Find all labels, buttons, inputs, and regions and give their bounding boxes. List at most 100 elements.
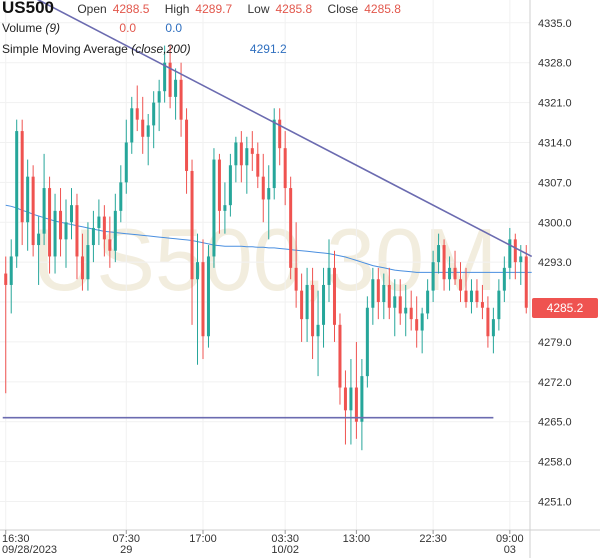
candle [234, 136, 238, 183]
candle [404, 284, 408, 337]
candle-body [272, 119, 276, 189]
candle-body [459, 279, 463, 291]
candle [31, 165, 35, 257]
candle [124, 119, 128, 194]
candle-body [519, 256, 523, 263]
candle-body [135, 108, 139, 120]
candle-body [196, 262, 200, 280]
candle [497, 279, 501, 331]
candle-body [108, 239, 112, 251]
candle [486, 296, 490, 348]
y-tick-label: 4321.0 [538, 98, 572, 110]
high-label: High [164, 2, 190, 16]
candle-body [245, 148, 249, 166]
candle-body [102, 216, 106, 240]
candle [513, 233, 517, 280]
candle [26, 159, 30, 251]
candle-body [97, 216, 101, 228]
candle [343, 370, 347, 445]
x-tick-label: 13:00 [343, 533, 371, 545]
candle-body [206, 256, 210, 337]
candle [426, 279, 430, 320]
volume-value-2: 0.0 [165, 21, 183, 35]
candle-body [448, 267, 452, 280]
sma-label: Simple Moving Average [2, 42, 128, 56]
candle [360, 359, 364, 451]
candle-body [480, 302, 484, 308]
y-tick-label: 4307.0 [538, 177, 572, 189]
candle-body [185, 119, 189, 171]
candle [508, 227, 512, 280]
candle [300, 273, 304, 342]
candle-body [163, 62, 167, 92]
candle-body [146, 125, 150, 137]
candle [376, 267, 380, 320]
candle [113, 193, 117, 263]
x-tick-sublabel: 03 [504, 544, 516, 556]
candle-body [453, 267, 457, 280]
y-tick-label: 4328.0 [538, 58, 572, 70]
candle [437, 233, 441, 274]
candle-body [37, 233, 41, 246]
candle-body [42, 188, 46, 234]
sma-value: 4291.2 [249, 42, 287, 56]
y-tick-label: 4335.0 [538, 18, 572, 30]
candle [15, 119, 19, 268]
candle-body [289, 188, 293, 268]
candle [332, 250, 336, 342]
candle-body [354, 387, 358, 422]
candle [431, 250, 435, 303]
candle-body [415, 319, 419, 331]
candle [316, 290, 320, 377]
candle [69, 188, 73, 240]
candle-body [497, 290, 501, 320]
candle-body [86, 245, 90, 280]
candle [135, 85, 139, 132]
candle [228, 153, 232, 217]
candle [168, 45, 172, 109]
candle [371, 267, 375, 325]
candle-body [250, 148, 254, 154]
candle-body [360, 376, 364, 422]
candle-body [59, 210, 63, 240]
x-tick-sublabel: 10/02 [271, 544, 299, 556]
candle-body [152, 102, 156, 126]
candle [97, 199, 101, 246]
candle-body [404, 307, 408, 314]
y-tick-label: 4265.0 [538, 417, 572, 429]
candle [42, 153, 46, 246]
candle [502, 256, 506, 303]
candle [102, 205, 106, 257]
candle-body [201, 262, 205, 337]
candle-body [239, 142, 243, 166]
candle-body [398, 296, 402, 314]
high-value: 4289.7 [195, 2, 233, 16]
candle-body [371, 279, 375, 308]
candle [267, 165, 271, 240]
y-tick-label: 4251.0 [538, 497, 572, 509]
candle-body [349, 387, 353, 411]
x-tick-label: 09:00 [496, 533, 524, 545]
candle [311, 267, 315, 360]
candle [59, 188, 63, 257]
candle [157, 79, 161, 132]
candle [48, 176, 52, 274]
candle-body [190, 170, 194, 280]
candle [278, 108, 282, 166]
candle-body [141, 119, 145, 137]
candle [64, 199, 68, 268]
candle [174, 68, 178, 120]
candle-body [426, 290, 430, 314]
x-tick-label: 07:30 [113, 533, 141, 545]
candle-body [382, 284, 386, 303]
x-tick-sublabel: 09/28/2023 [2, 544, 57, 556]
candle [245, 136, 249, 194]
candle-body [130, 108, 134, 143]
candle [387, 267, 391, 320]
candle-body [113, 210, 117, 251]
candle [294, 222, 298, 308]
candle-body [486, 307, 490, 337]
candle [223, 182, 227, 234]
x-tick-label: 03:30 [271, 533, 299, 545]
